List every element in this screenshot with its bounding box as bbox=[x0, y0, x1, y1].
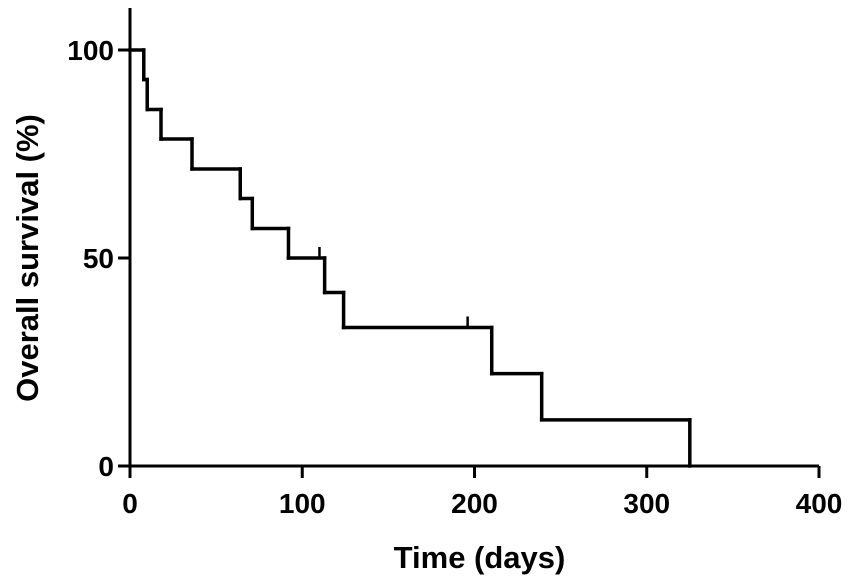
x-tick-label: 200 bbox=[451, 488, 498, 519]
labels: Time (days) Overall survival (%) bbox=[10, 114, 565, 575]
y-tick-label: 100 bbox=[67, 35, 114, 66]
x-axis-title: Time (days) bbox=[394, 540, 566, 575]
y-tick-label: 0 bbox=[98, 451, 114, 482]
x-tick-label: 100 bbox=[279, 488, 326, 519]
x-tick-label: 0 bbox=[122, 488, 138, 519]
x-tick-label: 400 bbox=[796, 488, 843, 519]
y-axis-title: Overall survival (%) bbox=[10, 114, 45, 402]
y-tick-label: 50 bbox=[83, 243, 114, 274]
ticks: 0 100 200 300 400 0 50 100 bbox=[67, 35, 842, 519]
series bbox=[128, 48, 692, 468]
x-tick-label: 300 bbox=[623, 488, 670, 519]
axes bbox=[128, 8, 819, 468]
